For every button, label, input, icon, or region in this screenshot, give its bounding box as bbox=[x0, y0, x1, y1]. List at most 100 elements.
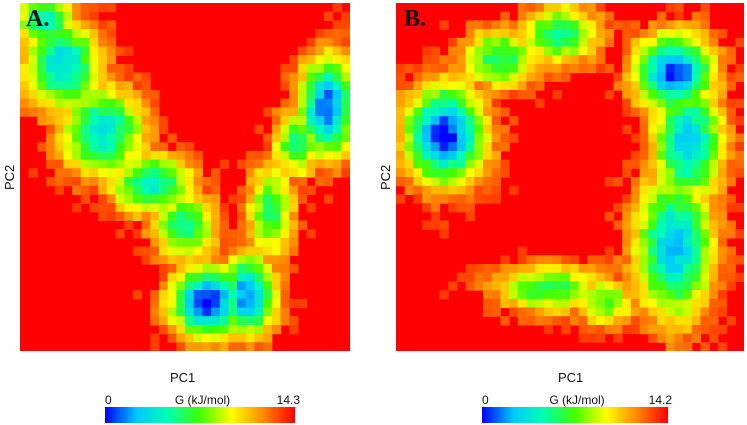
heat-cell bbox=[167, 316, 177, 326]
heat-cell bbox=[535, 316, 545, 326]
heat-cell bbox=[193, 264, 203, 274]
heat-cell bbox=[228, 237, 238, 248]
heat-cell bbox=[167, 324, 177, 335]
heat-cell bbox=[596, 307, 606, 317]
heat-cell bbox=[665, 116, 675, 126]
heat-cell bbox=[228, 307, 238, 317]
heat-cell bbox=[674, 37, 684, 48]
heat-cell bbox=[254, 246, 264, 256]
heat-cell bbox=[263, 159, 273, 169]
heat-cell bbox=[674, 150, 684, 161]
heat-cell bbox=[341, 159, 350, 169]
heat-cell bbox=[639, 316, 649, 326]
heat-cell bbox=[552, 255, 562, 265]
heat-cell bbox=[158, 255, 169, 265]
heat-cell bbox=[509, 63, 519, 74]
heat-cell bbox=[561, 37, 571, 48]
heat-cell bbox=[665, 324, 675, 335]
heat-cell bbox=[106, 211, 117, 222]
heat-cell bbox=[28, 63, 38, 74]
heat-cell bbox=[622, 255, 632, 265]
heat-cell bbox=[150, 290, 160, 300]
heat-cell bbox=[630, 37, 641, 48]
heat-cell bbox=[306, 185, 316, 195]
heat-cell bbox=[176, 272, 186, 282]
heat-cell bbox=[193, 211, 203, 222]
heat-cell bbox=[254, 220, 264, 230]
heat-cell bbox=[709, 316, 719, 326]
heat-cell bbox=[456, 63, 467, 74]
heat-cell bbox=[63, 81, 73, 91]
heat-cell bbox=[491, 46, 501, 56]
heat-cell bbox=[98, 98, 108, 108]
panel-b-colorbar-min: 0 bbox=[482, 393, 489, 407]
heat-cell bbox=[315, 133, 325, 143]
heat-cell bbox=[211, 342, 221, 351]
heat-cell bbox=[396, 90, 406, 100]
heat-cell bbox=[439, 290, 449, 300]
heat-cell bbox=[709, 290, 719, 300]
heat-cell bbox=[717, 98, 728, 108]
heat-cell bbox=[297, 150, 308, 161]
heat-cell bbox=[289, 81, 299, 91]
heat-cell bbox=[254, 272, 264, 282]
heat-cell bbox=[648, 316, 658, 326]
heat-cell bbox=[726, 72, 736, 82]
heat-cell bbox=[289, 63, 299, 74]
heat-cell bbox=[639, 168, 649, 178]
heat-cell bbox=[674, 11, 684, 21]
heat-cell bbox=[219, 220, 230, 230]
heat-cell bbox=[578, 298, 588, 309]
heat-cell bbox=[20, 29, 30, 39]
heat-cell bbox=[561, 29, 571, 39]
heat-cell bbox=[657, 11, 667, 21]
heat-cell bbox=[691, 46, 702, 56]
heat-cell bbox=[674, 185, 684, 195]
heat-cell bbox=[648, 159, 658, 169]
heat-cell bbox=[341, 98, 350, 108]
heat-cell bbox=[115, 203, 125, 213]
heat-cell bbox=[158, 298, 169, 309]
heat-cell bbox=[613, 264, 623, 274]
heat-cell bbox=[691, 11, 702, 21]
heat-cell bbox=[28, 81, 38, 91]
heat-cell bbox=[491, 72, 501, 82]
heat-cell bbox=[491, 159, 501, 169]
heat-cell bbox=[717, 324, 728, 335]
heat-cell bbox=[630, 203, 641, 213]
heat-cell bbox=[578, 29, 588, 39]
heat-cell bbox=[683, 37, 693, 48]
heat-cell bbox=[613, 81, 623, 91]
heat-cell bbox=[483, 290, 493, 300]
heat-cell bbox=[332, 90, 342, 100]
panel-b-colorbar-ticks: 0 G (kJ/mol) 14.2 bbox=[482, 393, 672, 407]
heat-cell bbox=[691, 150, 702, 161]
heat-cell bbox=[630, 229, 641, 239]
heat-cell bbox=[141, 107, 151, 117]
heat-cell bbox=[46, 11, 56, 21]
heat-cell bbox=[474, 20, 484, 30]
heat-cell bbox=[509, 298, 519, 309]
heat-cell bbox=[237, 290, 247, 300]
heat-cell bbox=[280, 264, 290, 274]
heat-cell bbox=[491, 264, 501, 274]
heat-cell bbox=[124, 220, 134, 230]
heat-cell bbox=[115, 133, 125, 143]
heat-cell bbox=[315, 29, 325, 39]
heat-cell bbox=[271, 281, 282, 291]
heat-cell bbox=[700, 55, 710, 65]
heat-cell bbox=[691, 72, 702, 82]
heat-cell bbox=[271, 194, 282, 204]
heat-cell bbox=[717, 63, 728, 74]
heat-cell bbox=[648, 90, 658, 100]
heat-cell bbox=[37, 98, 47, 108]
heat-cell bbox=[709, 72, 719, 82]
heat-cell bbox=[115, 81, 125, 91]
heat-cell bbox=[176, 194, 186, 204]
heat-cell bbox=[106, 142, 117, 152]
heat-cell bbox=[132, 72, 143, 82]
heat-cell bbox=[665, 29, 675, 39]
heat-cell bbox=[150, 168, 160, 178]
heat-cell bbox=[46, 55, 56, 65]
heat-cell bbox=[665, 98, 675, 108]
